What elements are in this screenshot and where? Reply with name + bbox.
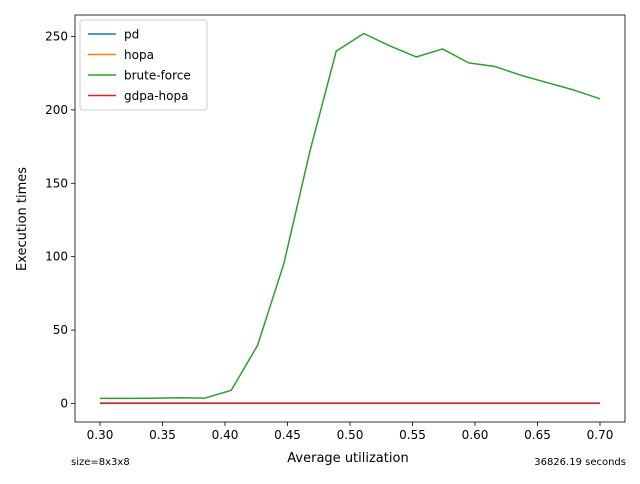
plot-frame bbox=[74, 14, 626, 423]
legend-label-brute-force: brute-force bbox=[124, 69, 191, 83]
x-tick-label: 0.40 bbox=[212, 428, 239, 442]
y-tick-label: 200 bbox=[45, 103, 68, 117]
y-tick-label: 150 bbox=[45, 176, 68, 190]
legend-label-pd: pd bbox=[124, 28, 139, 42]
x-tick-label: 0.60 bbox=[462, 428, 489, 442]
y-tick-label: 250 bbox=[45, 29, 68, 43]
x-tick-label: 0.35 bbox=[149, 428, 176, 442]
legend-label-gdpa-hopa: gdpa-hopa bbox=[124, 89, 188, 103]
x-tick-label: 0.65 bbox=[524, 428, 551, 442]
x-tick-label: 0.70 bbox=[587, 428, 614, 442]
series-layer bbox=[100, 32, 601, 405]
y-axis-label: Execution times bbox=[15, 167, 30, 271]
ticks-layer: 0.30 0.35 0.40 0.45 0.50 0.55 0.60 0.65 0.70 0 50 1… bbox=[45, 29, 613, 442]
x-tick-label: 0.30 bbox=[87, 428, 114, 442]
x-tick-label: 0.45 bbox=[274, 428, 301, 442]
footnote-right: 36826.19 seconds bbox=[534, 457, 626, 468]
series-line-brute-force bbox=[100, 32, 601, 400]
legend-label-hopa: hopa bbox=[124, 48, 154, 62]
x-axis-label: Average utilization bbox=[287, 451, 408, 466]
legend: pd hopa brute-force gdpa-hopa bbox=[79, 19, 208, 111]
footnote-left: size=8x3x8 bbox=[71, 457, 130, 468]
legend-box bbox=[79, 19, 208, 111]
y-tick-label: 100 bbox=[45, 250, 68, 264]
y-tick-label: 50 bbox=[53, 323, 68, 337]
x-tick-label: 0.55 bbox=[399, 428, 426, 442]
x-tick-label: 0.50 bbox=[337, 428, 364, 442]
y-tick-label: 0 bbox=[60, 397, 68, 411]
